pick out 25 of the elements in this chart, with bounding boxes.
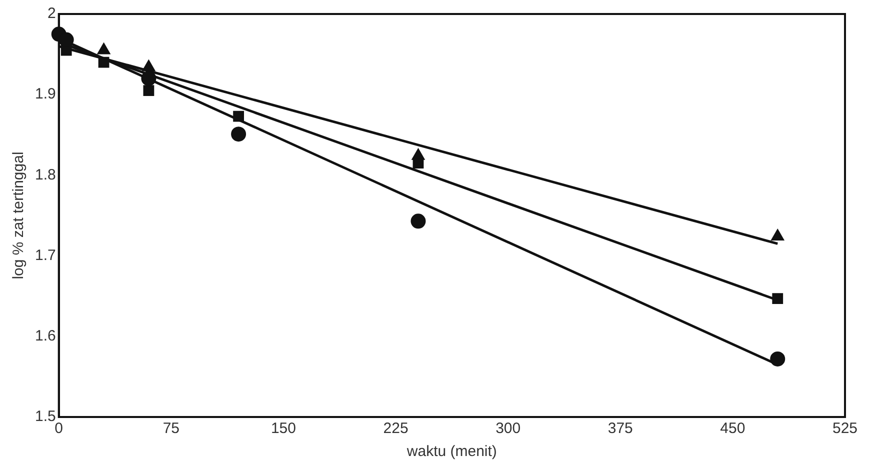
y-axis-title: log % zat tertinggal <box>10 152 28 280</box>
y-tick-label: 2 <box>48 5 56 22</box>
point <box>772 293 784 304</box>
y-tick-label: 1.6 <box>34 328 56 345</box>
x-tick-label: 525 <box>832 420 858 438</box>
x-tick-label: 225 <box>383 420 408 438</box>
y-tick-label: 1.8 <box>34 166 56 184</box>
point <box>412 158 424 169</box>
y-tick-label: 1.5 <box>34 408 56 426</box>
x-tick-label: 450 <box>720 420 746 438</box>
point <box>141 70 156 86</box>
y-tick-label: 1.7 <box>34 246 56 264</box>
point <box>233 110 244 122</box>
y-tick-label: 1.9 <box>34 86 56 103</box>
point <box>770 351 786 366</box>
x-tick-label: 300 <box>496 420 521 438</box>
point <box>143 85 154 96</box>
point <box>410 214 426 229</box>
x-tick-label: 375 <box>608 420 633 438</box>
x-tick-label: 75 <box>162 420 180 438</box>
point <box>98 56 110 68</box>
point <box>231 126 246 142</box>
x-tick-label: 150 <box>270 420 296 438</box>
x-tick-label: 0 <box>54 420 64 438</box>
x-axis-title: waktu (menit) <box>406 443 497 460</box>
